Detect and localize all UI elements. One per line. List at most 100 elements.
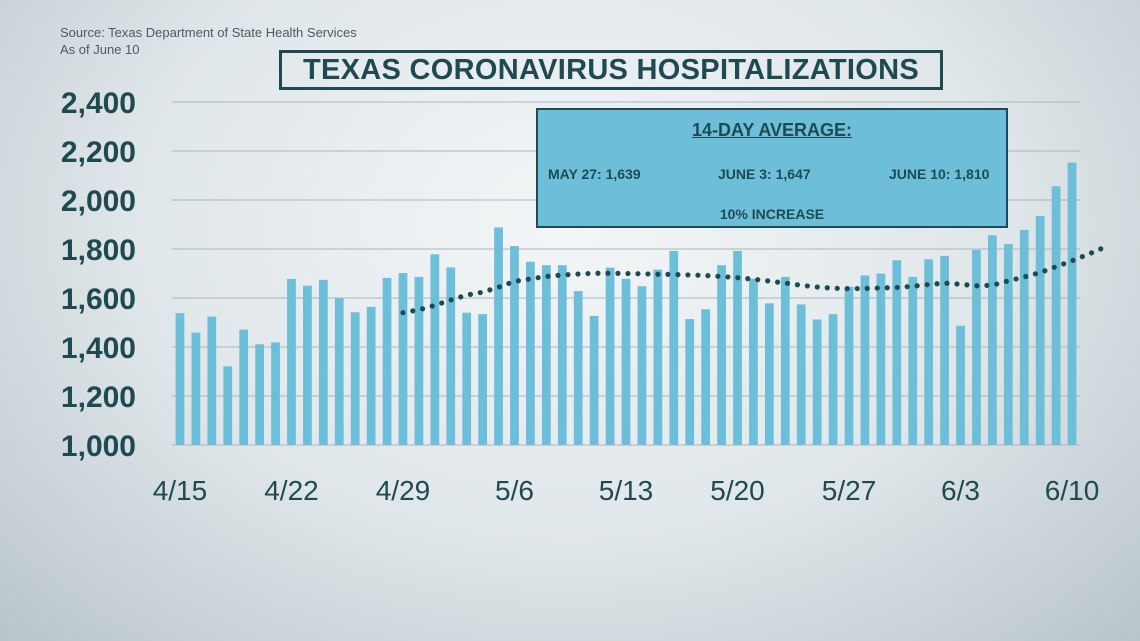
average-dot [914,283,920,289]
bar [908,276,918,445]
bar [414,276,424,445]
average-dot [765,278,771,284]
y-axis-ticks: 1,000 1,200 1,400 1,600 1,800 2,000 2,200 2,400 [61,87,136,463]
average-dot [1003,278,1009,284]
average-dot [448,297,454,303]
bar [303,285,312,445]
bar [1067,162,1077,445]
bar [844,286,854,445]
bar [876,273,886,445]
average-line [400,246,1104,316]
average-dot [864,285,870,291]
x-tick-label: 6/10 [1045,475,1100,506]
source-line: Source: Texas Department of State Health… [60,25,357,40]
bar [494,227,503,445]
average-dot [575,271,581,277]
bar [557,265,567,445]
average-dot [784,280,791,286]
average-dot [675,272,681,278]
y-tick-label: 1,400 [61,332,136,365]
x-tick-label: 5/27 [822,475,877,506]
callout-item-june10: JUNE 10: 1,810 [889,166,990,182]
average-dot [934,281,940,287]
callout-item-june3: JUNE 3: 1,647 [718,166,811,182]
average-dot [994,281,1000,287]
x-tick-label: 5/13 [599,475,654,506]
as-of-line: As of June 10 [60,42,140,57]
average-dot [944,280,950,286]
average-dot [515,278,521,284]
bar [1003,244,1013,445]
average-callout: 14-DAY AVERAGE: MAY 27: 1,639 JUNE 3: 1,… [536,108,1008,228]
average-dot [794,282,801,288]
bar [1019,229,1029,445]
y-tick-label: 1,200 [61,381,136,414]
bar [637,286,647,445]
chart-title: TEXAS CORONAVIRUS HOSPITALIZATIONS [279,50,943,90]
average-dot [410,308,416,314]
y-tick-label: 2,000 [61,185,136,218]
average-dot [1023,273,1029,280]
average-dot [1061,261,1067,267]
x-tick-label: 5/20 [710,475,765,506]
average-dot [419,306,426,312]
average-dot [1079,254,1085,260]
bar [318,279,328,445]
average-dot [1051,264,1057,270]
average-dot [924,282,930,288]
bar [510,246,519,445]
average-dot [585,270,591,277]
callout-item-may27: MAY 27: 1,639 [548,166,641,182]
average-dot [400,310,406,316]
average-dot [695,272,701,278]
average-dot [874,285,880,291]
average-dot [715,273,721,279]
bar [749,278,758,445]
average-dot [605,270,611,276]
callout-heading: 14-DAY AVERAGE: [691,120,853,140]
bar [780,276,790,445]
bar [255,344,264,445]
x-tick-label: 4/29 [376,475,431,506]
bar [956,325,965,445]
y-tick-label: 2,200 [61,136,136,169]
average-dot [725,274,731,280]
x-tick-label: 4/15 [153,475,208,506]
average-dot [439,300,445,306]
bar [860,275,870,445]
bar [541,265,551,445]
average-dot [625,270,631,277]
bar-series [175,162,1077,445]
x-tick-label: 6/3 [941,475,980,506]
bar [972,249,981,445]
average-dot [804,283,810,289]
average-dot [735,275,741,281]
average-dot [458,294,464,300]
bar [462,312,472,445]
average-dot [645,271,651,277]
average-dot [834,285,840,291]
bar [701,309,711,445]
bar [924,259,934,445]
bar [207,316,217,445]
average-dot [824,285,830,291]
average-dot [814,284,820,290]
average-dot [755,277,761,283]
average-dot [1098,246,1104,252]
bar [573,291,583,445]
y-tick-label: 1,800 [61,234,136,267]
average-dot [774,279,781,285]
average-dot [904,284,910,290]
average-dot [1088,250,1095,256]
average-dot [545,273,551,279]
average-dot [954,281,960,287]
average-dot [506,280,512,287]
average-dot [844,286,850,292]
bar [175,313,185,445]
x-tick-label: 4/22 [264,475,319,506]
bar [669,250,679,445]
bar [589,315,599,445]
bar [1051,186,1061,445]
bar [398,273,408,445]
